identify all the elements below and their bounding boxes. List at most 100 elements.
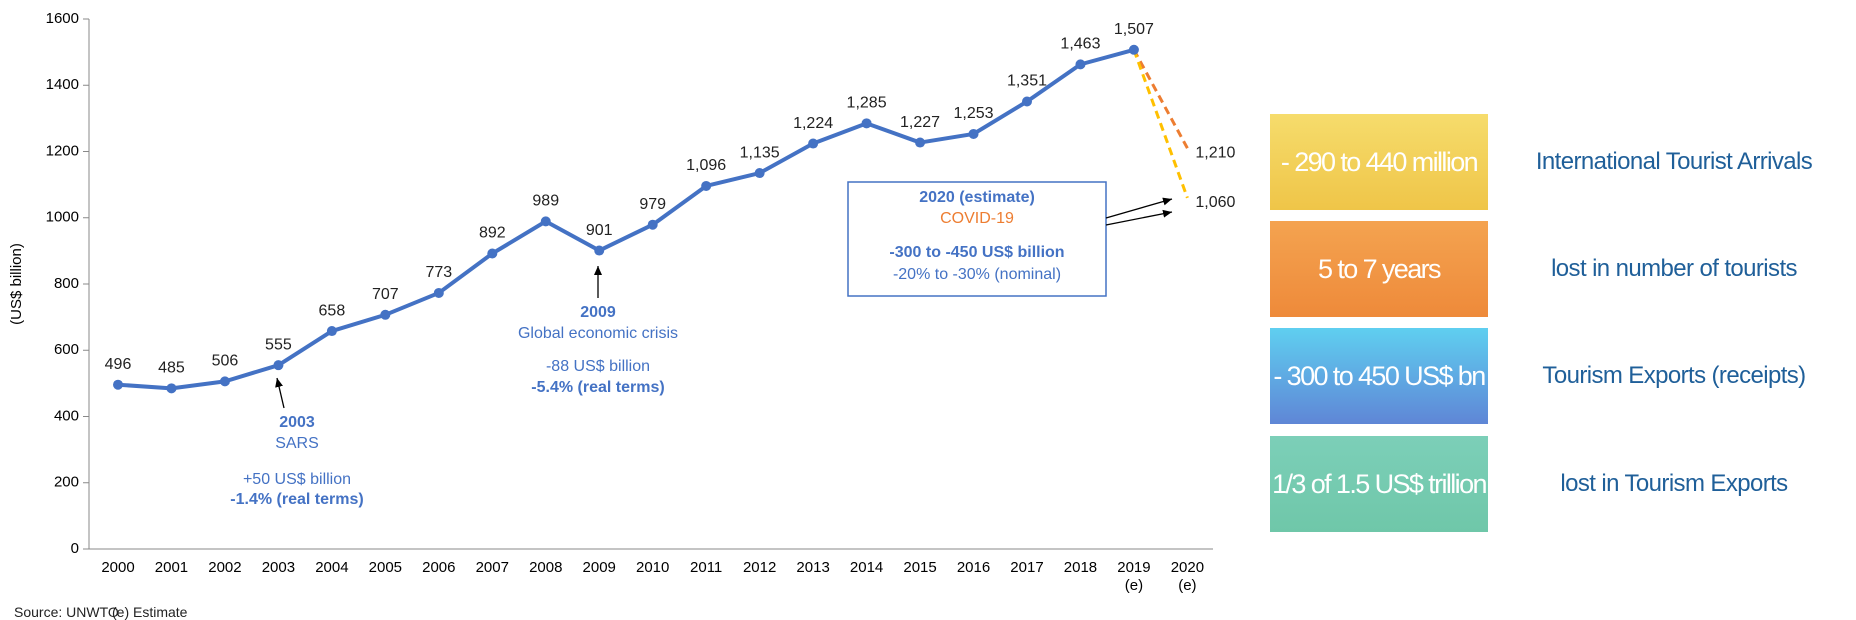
- summary-box: - 290 to 440 million: [1270, 114, 1488, 210]
- annotation-text: SARS: [275, 435, 319, 452]
- point: [1075, 59, 1086, 70]
- arrow: [275, 377, 285, 409]
- annotation-text: -5.4% (real terms): [531, 379, 664, 396]
- value-label: 1,227: [900, 114, 940, 131]
- x-tick-label: 2018: [1063, 559, 1098, 576]
- value-label: 506: [212, 353, 239, 370]
- point: [219, 376, 230, 387]
- value-label: 1,285: [847, 95, 887, 112]
- arrow: [1105, 209, 1173, 226]
- point: [113, 379, 123, 390]
- point: [273, 360, 284, 371]
- arrow: [1105, 197, 1173, 219]
- y-tick-label: 800: [54, 275, 79, 292]
- value-label: 1,135: [740, 144, 780, 161]
- x-tick-label: 2000: [101, 559, 135, 576]
- x-tick-label: 2004: [315, 559, 349, 576]
- value-label: 773: [425, 264, 452, 281]
- value-label: 485: [158, 360, 185, 377]
- value-label: 1,210: [1195, 144, 1235, 161]
- point: [487, 248, 498, 259]
- annotation-text: -1.4% (real terms): [230, 491, 363, 508]
- annotation-box: [847, 181, 1107, 297]
- y-tick-label: 0: [71, 540, 79, 557]
- x-tick-label: 2010: [636, 559, 670, 576]
- x-tick-label: 2001: [154, 559, 189, 576]
- value-label: 1,096: [686, 157, 726, 174]
- annotation-text: 2003: [279, 414, 315, 431]
- point: [326, 326, 337, 337]
- x-tick-label: 2019 (e): [1117, 559, 1151, 594]
- value-label: 1,060: [1195, 194, 1235, 211]
- summary-box: - 300 to 450 US$ bn: [1270, 328, 1488, 424]
- y-axis-label: (US$ billion): [8, 243, 25, 325]
- x-tick-label: 2005: [368, 559, 403, 576]
- value-label: 1,507: [1114, 21, 1154, 38]
- x-tick-label: 2007: [475, 559, 509, 576]
- x-tick-label: 2009: [582, 559, 616, 576]
- summary-text: Tourism Exports (receipts): [1542, 362, 1806, 389]
- series-line: [117, 47, 1135, 391]
- value-label: 1,351: [1007, 73, 1047, 90]
- point: [166, 383, 177, 394]
- footnote: (e) Estimate: [112, 604, 188, 620]
- x-tick-label: 2006: [422, 559, 456, 576]
- value-label: 496: [105, 356, 132, 373]
- x-tick-label: 2008: [529, 559, 563, 576]
- x-tick-label: 2017: [1010, 559, 1044, 576]
- value-label: 892: [479, 225, 506, 242]
- annotation-text: 2009: [580, 304, 616, 321]
- value-label: 901: [586, 222, 613, 239]
- y-tick-label: 400: [54, 407, 79, 424]
- value-label: 707: [372, 286, 399, 303]
- point: [380, 309, 391, 320]
- summary-text: lost in number of tourists: [1551, 255, 1797, 282]
- summary-box: 5 to 7 years: [1270, 221, 1488, 317]
- annotation-text: +50 US$ billion: [243, 471, 351, 488]
- y-tick-label: 1200: [46, 142, 79, 159]
- point: [1128, 44, 1139, 55]
- annotation-text: -20% to -30% (nominal): [893, 266, 1061, 283]
- point: [861, 118, 872, 129]
- value-label: 658: [319, 302, 346, 319]
- summary-text: International Tourist Arrivals: [1535, 148, 1813, 175]
- x-tick-label: 2012: [742, 559, 777, 576]
- value-label: 555: [265, 336, 292, 353]
- point: [915, 137, 926, 148]
- value-label: 1,253: [953, 105, 993, 122]
- y-tick-label: 1000: [46, 209, 79, 226]
- series-line: [1132, 49, 1189, 199]
- annotation-text: Global economic crisis: [518, 325, 678, 342]
- source: Source: UNWTO: [14, 604, 119, 620]
- summary-text: lost in Tourism Exports: [1560, 470, 1788, 497]
- point: [968, 128, 979, 139]
- annotation-text: COVID-19: [940, 210, 1014, 227]
- x-tick-label: 2002: [208, 559, 242, 576]
- summary-box: 1/3 of 1.5 US$ trillion: [1270, 436, 1488, 532]
- point: [754, 168, 765, 179]
- y-tick-label: 600: [54, 341, 79, 358]
- point: [594, 245, 605, 256]
- x-tick-label: 2016: [956, 559, 991, 576]
- value-label: 1,463: [1060, 36, 1100, 53]
- point: [1021, 96, 1032, 107]
- point: [540, 216, 551, 227]
- y-tick-label: 1400: [46, 76, 79, 93]
- y-tick-label: 200: [54, 474, 79, 491]
- point: [647, 219, 658, 230]
- value-label: 989: [532, 193, 559, 210]
- x-tick-label: 2013: [796, 559, 830, 576]
- point: [701, 180, 712, 191]
- x-tick-label: 2014: [849, 559, 884, 576]
- annotation-text: -300 to -450 US$ billion: [889, 244, 1064, 261]
- value-label: 979: [639, 196, 666, 213]
- x-tick-label: 2003: [261, 559, 296, 576]
- x-tick-label: 2015: [903, 559, 937, 576]
- x-tick-label: 2011: [690, 559, 723, 576]
- annotation-text: 2020 (estimate): [919, 189, 1035, 206]
- point: [808, 138, 819, 149]
- series-line: [1132, 49, 1189, 149]
- y-tick-label: 1600: [46, 10, 79, 27]
